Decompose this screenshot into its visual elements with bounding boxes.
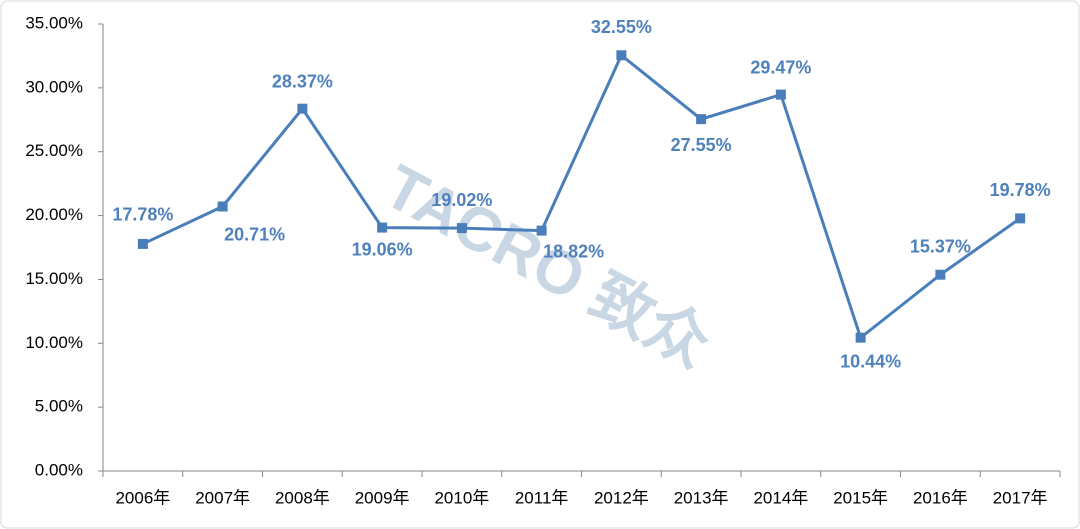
y-tick-label: 20.00% xyxy=(25,205,83,224)
value-label: 19.06% xyxy=(352,239,413,259)
y-tick-label: 35.00% xyxy=(25,13,83,32)
value-label: 17.78% xyxy=(112,205,173,225)
marker xyxy=(1015,213,1026,224)
x-tick-label: 2016年 xyxy=(913,488,968,507)
y-tick-label: 0.00% xyxy=(35,460,83,479)
y-tick-label: 30.00% xyxy=(25,77,83,96)
value-label: 32.55% xyxy=(591,17,652,37)
value-label: 27.55% xyxy=(671,135,732,155)
value-label: 28.37% xyxy=(272,71,333,91)
value-label: 29.47% xyxy=(750,57,811,77)
x-tick-label: 2009年 xyxy=(355,488,410,507)
y-tick-label: 5.00% xyxy=(35,397,83,416)
x-tick-label: 2017年 xyxy=(993,488,1048,507)
marker xyxy=(217,201,228,212)
x-tick-label: 2012年 xyxy=(594,488,649,507)
marker xyxy=(855,332,866,343)
marker xyxy=(377,222,388,233)
x-tick-label: 2010年 xyxy=(434,488,489,507)
marker xyxy=(616,50,627,61)
x-tick-label: 2007年 xyxy=(195,488,250,507)
y-tick-label: 10.00% xyxy=(25,333,83,352)
marker xyxy=(536,225,547,236)
y-tick-label: 15.00% xyxy=(25,269,83,288)
value-label: 20.71% xyxy=(224,224,285,244)
value-label: 15.37% xyxy=(910,236,971,256)
x-tick-label: 2013年 xyxy=(674,488,729,507)
x-tick-label: 2014年 xyxy=(753,488,808,507)
value-label: 19.02% xyxy=(431,190,492,210)
marker xyxy=(137,238,148,249)
marker xyxy=(775,89,786,100)
marker xyxy=(696,114,707,125)
value-label: 10.44% xyxy=(840,351,901,371)
value-label: 18.82% xyxy=(543,241,604,261)
marker xyxy=(935,269,946,280)
marker xyxy=(297,103,308,114)
x-tick-label: 2008年 xyxy=(275,488,330,507)
marker xyxy=(456,223,467,234)
x-tick-label: 2006年 xyxy=(115,488,170,507)
x-tick-label: 2015年 xyxy=(833,488,888,507)
x-tick-label: 2011年 xyxy=(515,488,569,507)
y-tick-label: 25.00% xyxy=(25,141,83,160)
value-label: 19.78% xyxy=(990,180,1051,200)
line xyxy=(142,52,1021,341)
